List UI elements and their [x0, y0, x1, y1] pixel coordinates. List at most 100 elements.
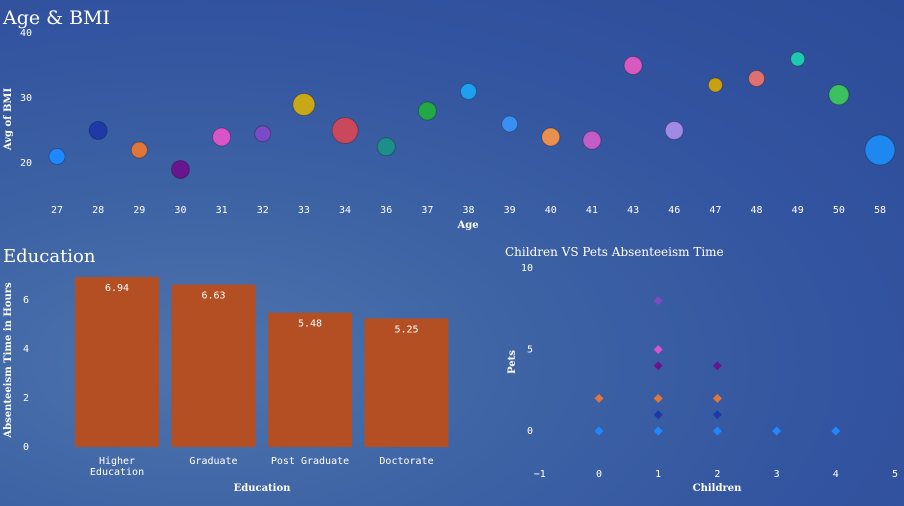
age-bmi-bubble: [828, 84, 850, 106]
age-bmi-ytick: 40: [20, 28, 32, 39]
education-bar: [75, 276, 159, 447]
children-pets-chart: Children VS Pets Absenteeism Time Pets C…: [505, 245, 898, 494]
education-bar: [268, 312, 352, 447]
education-bar: [364, 318, 449, 447]
age-bmi-title: Age & BMI: [2, 7, 110, 29]
education-xtick: Post Graduate: [271, 456, 349, 467]
children-pets-point: [712, 410, 722, 420]
children-pets-point: [653, 393, 663, 403]
age-bmi-chart: Age & BMI Avg of BMI Age 20 30 40 27 28 29 30…: [2, 7, 896, 231]
education-chart: Education Absenteeism Time in Hours Educ…: [3, 246, 449, 494]
age-bmi-bubble: [582, 130, 602, 150]
children-pets-point: [653, 296, 663, 306]
education-ytick: 0: [23, 442, 29, 453]
age-bmi-xtick: 27: [51, 205, 63, 216]
education-data-label: 5.25: [394, 324, 418, 335]
education-bars: [75, 276, 449, 447]
age-bmi-xtick: 28: [92, 205, 104, 216]
children-pets-xtick: 3: [774, 469, 780, 480]
children-pets-point: [653, 345, 663, 354]
age-bmi-bubble: [707, 77, 723, 93]
age-bmi-xtick: 29: [133, 205, 145, 216]
children-pets-yticks: 0 5 10: [521, 263, 533, 437]
age-bmi-xtick: 33: [298, 205, 310, 216]
age-bmi-bubble: [790, 51, 806, 67]
age-bmi-xlabel: Age: [456, 220, 478, 231]
age-bmi-bubble: [748, 70, 766, 87]
age-bmi-xtick: 49: [792, 205, 804, 216]
children-pets-xtick: 2: [714, 469, 720, 480]
education-data-label: 6.94: [105, 283, 129, 294]
age-bmi-xtick: 38: [462, 205, 474, 216]
age-bmi-ylabel: Avg of BMI: [3, 88, 14, 152]
children-pets-ytick: 10: [521, 263, 533, 274]
age-bmi-bubble: [864, 134, 896, 166]
children-pets-xlabel: Children: [693, 483, 742, 494]
children-pets-point: [712, 393, 722, 403]
education-data-label: 6.63: [201, 291, 225, 302]
age-bmi-bubbles: [48, 51, 896, 179]
education-ytick: 2: [23, 393, 29, 404]
education-ytick: 6: [23, 295, 29, 306]
age-bmi-yticks: 20 30 40: [20, 28, 32, 169]
age-bmi-bubble: [417, 101, 437, 121]
children-pets-point: [772, 426, 782, 436]
age-bmi-bubble: [170, 160, 190, 179]
age-bmi-bubble: [331, 117, 359, 144]
children-pets-point: [712, 426, 722, 436]
children-pets-xtick: 4: [833, 469, 839, 480]
age-bmi-xtick: 32: [257, 205, 269, 216]
age-bmi-bubble: [88, 121, 108, 140]
age-bmi-bubble: [48, 148, 66, 165]
children-pets-point: [653, 426, 663, 436]
age-bmi-xtick: 40: [545, 205, 557, 216]
age-bmi-bubble: [501, 115, 519, 133]
children-pets-xtick: 0: [596, 469, 602, 480]
children-pets-ytick: 5: [527, 345, 533, 356]
age-bmi-xtick: 30: [174, 205, 186, 216]
age-bmi-ytick: 30: [20, 93, 32, 104]
education-xlabel: Education: [234, 483, 292, 494]
age-bmi-bubble: [254, 125, 272, 143]
education-data-label: 5.48: [298, 319, 322, 330]
children-pets-xtick: −1: [534, 469, 546, 480]
children-pets-point: [594, 393, 604, 403]
children-pets-points: [594, 296, 841, 436]
age-bmi-xtick: 37: [421, 205, 433, 216]
age-bmi-bubble: [541, 127, 561, 147]
age-bmi-bubble: [623, 56, 643, 75]
age-bmi-xtick: 58: [874, 205, 886, 216]
age-bmi-xtick: 50: [833, 205, 845, 216]
age-bmi-xtick: 34: [339, 205, 351, 216]
children-pets-xticks: −1 0 1 2 3 4 5: [534, 469, 898, 480]
age-bmi-bubble: [460, 83, 477, 100]
children-pets-xtick: 5: [892, 469, 898, 480]
age-bmi-xtick: 31: [216, 205, 228, 216]
children-pets-ytick: 0: [527, 426, 533, 437]
age-bmi-xtick: 48: [751, 205, 763, 216]
education-xticks: Higher Education Graduate Post Graduate Doct…: [90, 456, 434, 478]
children-pets-point: [594, 426, 604, 436]
children-pets-title: Children VS Pets Absenteeism Time: [505, 245, 724, 259]
children-pets-point: [831, 426, 841, 436]
education-title: Education: [3, 246, 96, 267]
age-bmi-xtick: 46: [668, 205, 680, 216]
education-ylabel: Absenteeism Time in Hours: [3, 282, 14, 439]
age-bmi-xticks: 27 28 29 30 31 32 33 34 36 37 38 39 40 41 43 46 47 48 49 50…: [51, 205, 886, 216]
age-bmi-xtick: 43: [627, 205, 639, 216]
education-ytick: 4: [23, 344, 29, 355]
education-data-labels: 6.94 6.63 5.48 5.25: [105, 283, 419, 335]
age-bmi-ytick: 20: [20, 158, 32, 169]
age-bmi-xtick: 39: [504, 205, 516, 216]
education-xtick: Doctorate: [379, 456, 433, 467]
education-xtick: Higher Education: [90, 456, 144, 478]
education-yticks: 0 2 4 6: [23, 295, 29, 453]
children-pets-point: [653, 410, 663, 420]
age-bmi-bubble: [212, 127, 232, 147]
age-bmi-bubble: [292, 93, 316, 116]
children-pets-point: [712, 361, 722, 371]
age-bmi-bubble: [664, 121, 684, 140]
education-bar: [171, 284, 256, 447]
age-bmi-bubble: [376, 137, 396, 157]
education-xtick: Graduate: [189, 456, 237, 467]
